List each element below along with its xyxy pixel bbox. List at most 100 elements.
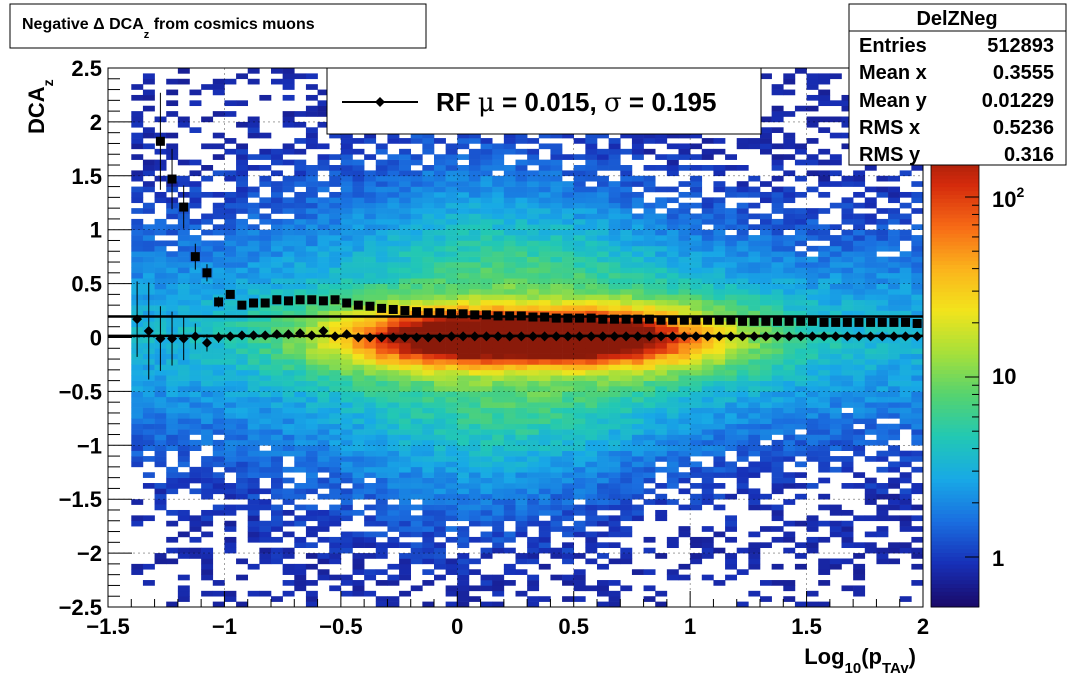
- heatmap-cell: [364, 418, 377, 425]
- heatmap-cell: [783, 369, 796, 376]
- heatmap-cell: [841, 380, 854, 387]
- heatmap-cell: [236, 148, 249, 155]
- heatmap-cell: [375, 396, 388, 403]
- heatmap-cell: [573, 359, 586, 365]
- heatmap-cell: [434, 165, 446, 171]
- heatmap-cell: [282, 262, 295, 268]
- heatmap-cell: [212, 391, 225, 398]
- heatmap-cell: [434, 391, 446, 398]
- heatmap-cell: [282, 197, 295, 204]
- heatmap-cell: [422, 148, 435, 155]
- heatmap-cell: [387, 574, 400, 581]
- heatmap-cell: [457, 601, 470, 608]
- heatmap-cell: [282, 235, 295, 241]
- heatmap-cell: [259, 364, 272, 371]
- heatmap-cell: [701, 299, 714, 306]
- heatmap-cell: [550, 143, 563, 150]
- heatmap-cell: [760, 391, 772, 398]
- heatmap-cell: [340, 315, 353, 322]
- heatmap-cell: [317, 235, 330, 241]
- heatmap-cell: [503, 326, 516, 333]
- heatmap-cell: [550, 461, 563, 468]
- heatmap-cell: [701, 536, 714, 543]
- heatmap-cell: [515, 240, 528, 247]
- heatmap-cell: [375, 520, 388, 527]
- heatmap-cell: [480, 278, 493, 284]
- heatmap-cell: [736, 224, 749, 230]
- heatmap-cell: [236, 574, 249, 581]
- heatmap-cell: [853, 483, 866, 489]
- heatmap-cell: [305, 111, 318, 117]
- heatmap-cell: [911, 299, 924, 306]
- heatmap-cell: [818, 175, 831, 182]
- heatmap-cell: [585, 456, 598, 462]
- heatmap-cell: [876, 359, 889, 365]
- heatmap-cell: [201, 251, 214, 257]
- heatmap-cell: [760, 267, 772, 274]
- heatmap-cell: [736, 143, 749, 150]
- heatmap-cell: [631, 175, 644, 182]
- heatmap-cell: [236, 256, 249, 263]
- heatmap-cell: [445, 483, 458, 489]
- heatmap-cell: [457, 531, 470, 538]
- heatmap-cell: [538, 402, 551, 408]
- heatmap-cell: [142, 418, 155, 425]
- heatmap-cell: [853, 407, 866, 414]
- heatmap-cell: [585, 299, 598, 306]
- heatmap-cell: [282, 337, 295, 344]
- heatmap-cell: [457, 580, 470, 586]
- heatmap-cell: [340, 488, 353, 495]
- heatmap-cell: [352, 488, 365, 495]
- heatmap-cell: [597, 364, 609, 371]
- heatmap-cell: [725, 294, 738, 301]
- heatmap-cell: [422, 175, 435, 182]
- heatmap-cell: [899, 418, 912, 425]
- heatmap-cell: [899, 423, 912, 430]
- heatmap-cell: [853, 418, 866, 425]
- heatmap-cell: [550, 170, 563, 177]
- heatmap-cell: [643, 359, 656, 365]
- heatmap-cell: [189, 218, 202, 225]
- heatmap-cell: [259, 504, 272, 511]
- heatmap-cell: [620, 299, 633, 306]
- heatmap-cell: [853, 202, 866, 209]
- heatmap-cell: [899, 596, 912, 602]
- heatmap-cell: [457, 493, 470, 500]
- heatmap-cell: [701, 229, 714, 236]
- heatmap-cell: [271, 262, 283, 268]
- heatmap-cell: [655, 407, 668, 414]
- heatmap-cell: [375, 202, 388, 209]
- heatmap-cell: [794, 326, 807, 333]
- heatmap-cell: [701, 499, 714, 505]
- heatmap-cell: [631, 429, 644, 435]
- heatmap-cell: [538, 450, 551, 457]
- heatmap-cell: [771, 127, 784, 133]
- heatmap-cell: [317, 477, 330, 484]
- heatmap-cell: [294, 369, 307, 376]
- heatmap-cell: [317, 262, 330, 268]
- heatmap-cell: [655, 240, 668, 247]
- heatmap-cell: [468, 181, 481, 187]
- heatmap-cell: [725, 272, 738, 279]
- heatmap-cell: [620, 202, 633, 209]
- heatmap-cell: [445, 348, 458, 354]
- heatmap-cell: [212, 375, 225, 381]
- heatmap-cell: [538, 278, 551, 284]
- heatmap-cell: [177, 288, 190, 295]
- heatmap-cell: [422, 256, 435, 263]
- heatmap-cell: [492, 531, 505, 538]
- heatmap-cell: [690, 202, 703, 209]
- heatmap-cell: [236, 224, 249, 230]
- heatmap-cell: [562, 251, 575, 257]
- heatmap-cell: [375, 235, 388, 241]
- heatmap-cell: [841, 283, 854, 290]
- heatmap-cell: [154, 423, 167, 430]
- heatmap-cell: [515, 569, 528, 575]
- heatmap-cell: [305, 418, 318, 425]
- heatmap-cell: [305, 342, 318, 349]
- heatmap-cell: [771, 245, 784, 252]
- heatmap-cell: [410, 154, 423, 160]
- heatmap-cell: [352, 224, 365, 230]
- heatmap-cell: [527, 235, 540, 241]
- heatmap-cell: [364, 310, 377, 317]
